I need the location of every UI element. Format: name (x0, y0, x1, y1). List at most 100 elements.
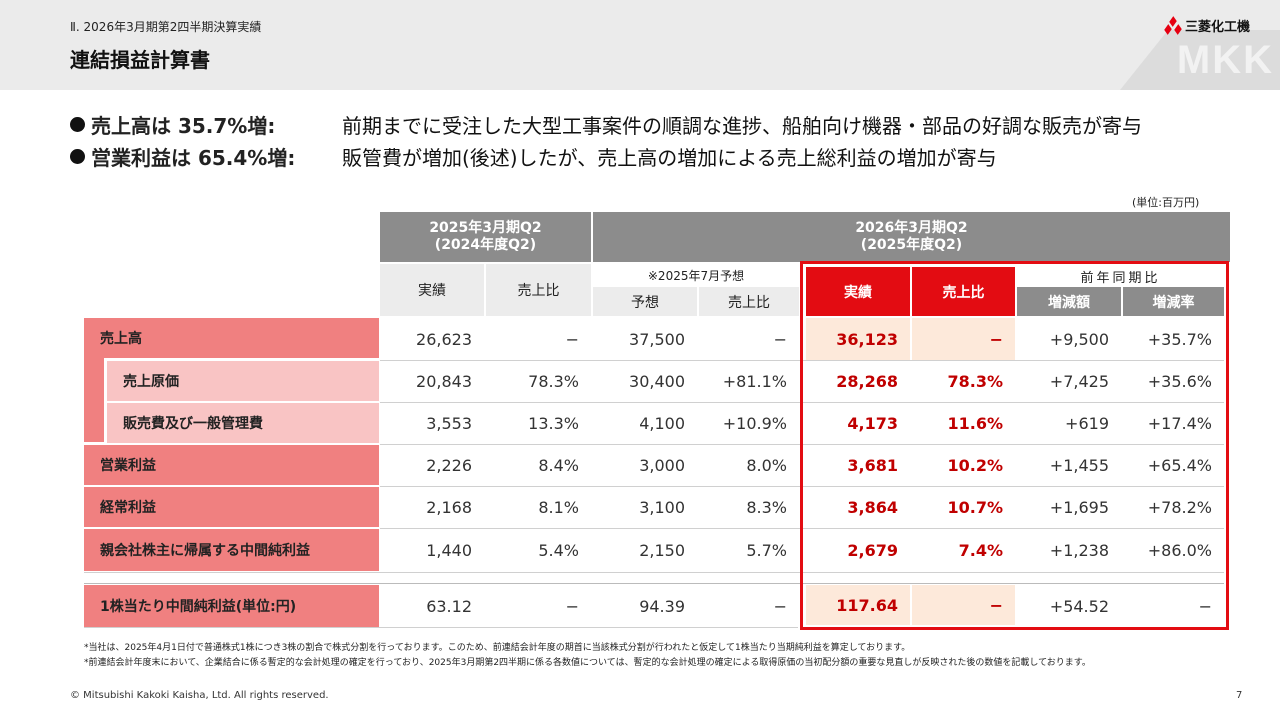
cell-change: +1,455 (1049, 456, 1109, 475)
cell-forecast: 30,400 (629, 372, 685, 391)
row-label-indent (84, 358, 104, 442)
row-divider (84, 627, 798, 628)
cell-forecast: 3,100 (639, 498, 685, 517)
cell-current: 36,123 (806, 318, 910, 360)
col-curr-actual: 実績 (806, 267, 910, 316)
col-curr-ratio: 売上比 (912, 267, 1015, 316)
cell-forecast-ratio: +81.1% (722, 372, 787, 391)
header-prev-period: 2025年3月期Q2 (2024年度Q2) (380, 212, 591, 262)
cell-forecast: 94.39 (639, 596, 685, 616)
cell-change: +1,695 (1049, 498, 1109, 517)
page-number: 7 (1236, 690, 1243, 701)
summary-bullets: 売上高は 35.7%増: 前期までに受注した大型工事案件の順調な進捗、船舶向け機… (70, 108, 1142, 172)
cell-current: 3,864 (847, 498, 898, 517)
col-prev-actual: 実績 (380, 264, 484, 316)
cell-prev: 26,623 (416, 329, 472, 349)
cell-prev: 20,843 (416, 372, 472, 391)
cell-prev: 1,440 (426, 540, 472, 560)
cell-forecast-ratio: +10.9% (722, 414, 787, 433)
cell-current: 4,173 (847, 414, 898, 433)
cell-change-rate: +86.0% (1147, 540, 1212, 560)
col-forecast: 予想 (593, 287, 697, 316)
col-change: 増減額 (1017, 287, 1121, 316)
cell-forecast-ratio: 8.0% (746, 456, 787, 475)
unit-label: (単位:百万円) (1132, 196, 1200, 209)
footnote: *当社は、2025年4月1日付で普通株式1株につき3株の割合で株式分割を行ってお… (84, 643, 911, 653)
forecast-note: ※2025年7月予想 (593, 264, 799, 286)
header-curr-sub: (2025年度Q2) (860, 237, 963, 253)
row-divider (84, 572, 1224, 573)
company-logo: 三菱化工機 (1164, 15, 1250, 35)
bullet-lead: 売上高は 35.7%増: (91, 113, 276, 138)
cell-current-ratio: 10.7% (947, 498, 1003, 517)
cell-current-ratio: − (912, 585, 1015, 625)
cell-change-rate: +65.4% (1147, 456, 1212, 475)
cell-prev-ratio: 8.4% (538, 456, 579, 475)
row-label-sales: 売上高 (84, 318, 379, 358)
cell-change-rate: +35.7% (1147, 329, 1212, 349)
row-label-ordinary-profit: 経常利益 (84, 487, 379, 527)
cell-forecast-ratio: 5.7% (746, 540, 787, 560)
cell-change-rate: +35.6% (1147, 372, 1212, 391)
col-change-rate: 増減率 (1123, 287, 1224, 316)
cell-prev: 2,168 (426, 498, 472, 517)
yoy-label: 前年同期比 (1017, 267, 1224, 286)
watermark-text: MKK (1176, 37, 1274, 82)
cell-change: +619 (1065, 414, 1109, 433)
cell-change-rate: − (1198, 596, 1212, 616)
cell-current-ratio: 11.6% (947, 414, 1003, 433)
bullet-lead: 営業利益は 65.4%増: (91, 145, 296, 170)
cell-forecast: 37,500 (629, 329, 685, 349)
cell-change: +54.52 (1049, 596, 1109, 616)
header-prev-sub: (2024年度Q2) (434, 237, 537, 253)
header-bar: Ⅱ. 2026年3月期第2四半期決算実績 連結損益計算書 MKK 三菱化工機 (0, 0, 1280, 90)
section-label: Ⅱ. 2026年3月期第2四半期決算実績 (70, 20, 262, 34)
cell-current-ratio: 7.4% (958, 540, 1003, 560)
cell-prev-ratio: − (565, 329, 579, 349)
row-label-sga: 販売費及び一般管理費 (107, 403, 379, 443)
cell-current-ratio: − (912, 318, 1015, 360)
cell-current: 3,681 (847, 456, 898, 475)
col-forecast-ratio: 売上比 (699, 287, 799, 316)
cell-prev-ratio: 8.1% (538, 498, 579, 517)
bullet-icon (70, 148, 85, 164)
row-label-eps: 1株当たり中間純利益(単位:円) (84, 585, 379, 627)
header-prev-title: 2025年3月期Q2 (429, 220, 542, 236)
cell-change-rate: +17.4% (1147, 414, 1212, 433)
bullet-operating-profit: 営業利益は 65.4%増: 販管費が増加(後述)したが、売上高の増加による売上総… (70, 140, 1142, 172)
cell-prev: 63.12 (426, 596, 472, 616)
cell-prev-ratio: 78.3% (528, 372, 579, 391)
row-label-operating-profit: 営業利益 (84, 445, 379, 485)
cell-change: +1,238 (1049, 540, 1109, 560)
cell-change-rate: +78.2% (1147, 498, 1212, 517)
header-curr-title: 2026年3月期Q2 (855, 220, 968, 236)
cell-current-ratio: 78.3% (947, 372, 1003, 391)
row-label-net-profit: 親会社株主に帰属する中間純利益 (84, 529, 379, 571)
cell-forecast-ratio: − (773, 596, 787, 616)
cell-prev: 2,226 (426, 456, 472, 475)
cell-change: +7,425 (1049, 372, 1109, 391)
cell-prev-ratio: 13.3% (528, 414, 579, 433)
cell-forecast: 2,150 (639, 540, 685, 560)
bullet-desc: 販管費が増加(後述)したが、売上高の増加による売上総利益の増加が寄与 (342, 145, 997, 170)
cell-forecast: 4,100 (639, 414, 685, 433)
logo-text: 三菱化工機 (1184, 20, 1250, 35)
three-diamonds-icon (1164, 15, 1182, 35)
cell-current: 28,268 (836, 372, 898, 391)
cell-forecast-ratio: − (773, 329, 787, 349)
cell-current: 117.64 (806, 585, 910, 625)
copyright: © Mitsubishi Kakoki Kaisha, Ltd. All rig… (70, 690, 329, 701)
bullet-icon (70, 116, 85, 132)
cell-current-ratio: 10.2% (947, 456, 1003, 475)
cell-prev: 3,553 (426, 414, 472, 433)
row-divider (84, 583, 1224, 584)
footnotes: *当社は、2025年4月1日付で普通株式1株につき3株の割合で株式分割を行ってお… (84, 641, 1091, 671)
page-title: 連結損益計算書 (70, 48, 210, 72)
cell-prev-ratio: − (565, 596, 579, 616)
watermark: MKK (1120, 30, 1280, 90)
cell-current: 2,679 (847, 540, 898, 560)
row-label-cogs: 売上原価 (107, 361, 379, 401)
bullet-desc: 前期までに受注した大型工事案件の順調な進捗、船舶向け機器・部品の好調な販売が寄与 (342, 113, 1142, 138)
cell-forecast-ratio: 8.3% (746, 498, 787, 517)
col-prev-ratio: 売上比 (486, 264, 591, 316)
